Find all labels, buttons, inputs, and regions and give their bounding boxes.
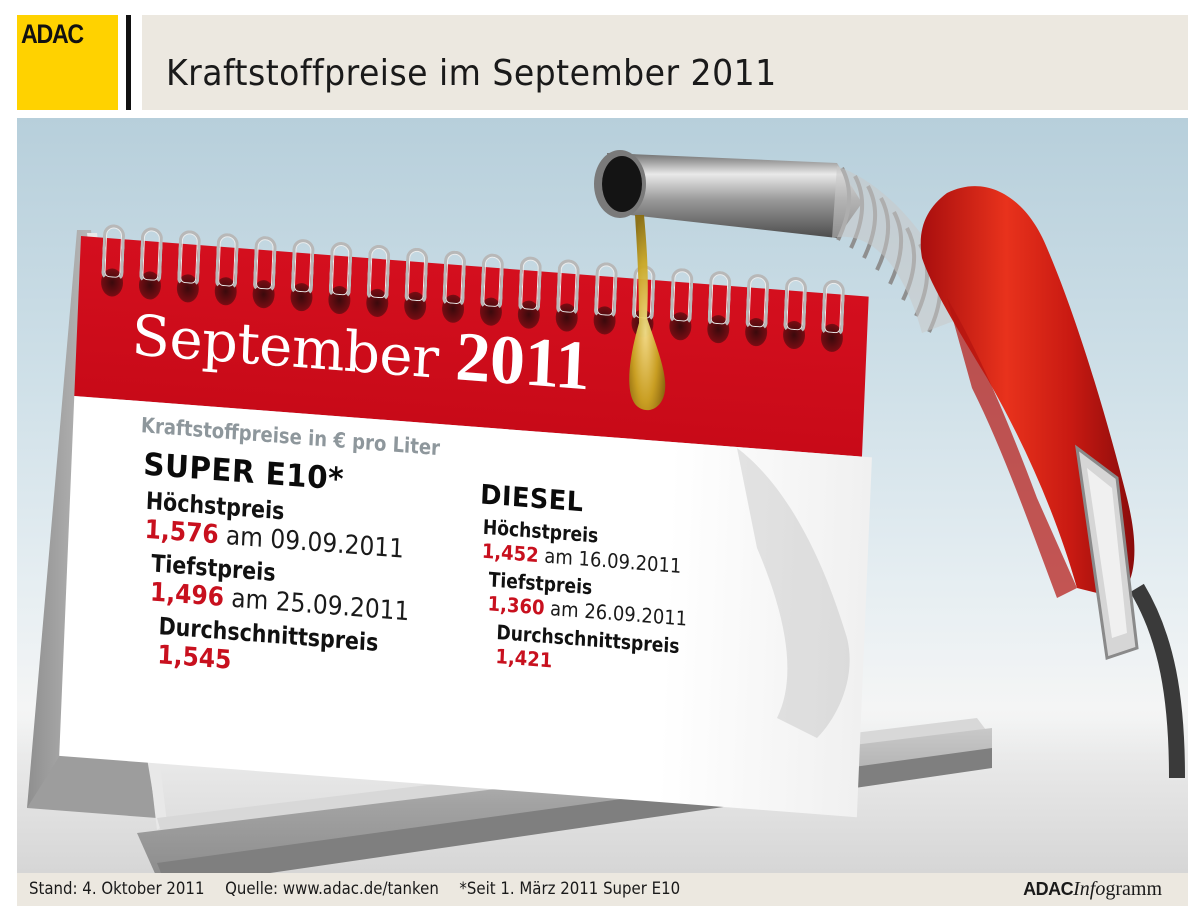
footer-info: Stand: 4. Oktober 2011 Quelle: www.adac.…: [29, 879, 696, 899]
title-banner: Kraftstoffpreise im September 2011: [142, 15, 1188, 110]
adac-infogramm-brand: ADACInfogramm: [1023, 878, 1162, 901]
header-divider: [126, 15, 131, 110]
footer-stand: Stand: 4. Oktober 2011: [29, 879, 205, 899]
footer-note: *Seit 1. März 2011 Super E10: [459, 879, 681, 899]
illustration-panel: September 2011 Kraftstoffpreise in € pro…: [17, 118, 1188, 873]
adac-logo-text: ADAC: [21, 19, 84, 49]
page-title: Kraftstoffpreise im September 2011: [166, 53, 777, 94]
fuel-nozzle-icon: [594, 150, 1185, 779]
footer-source: Quelle: www.adac.de/tanken: [225, 879, 439, 899]
brand-info: Info: [1073, 878, 1106, 900]
brand-adac: ADAC: [1023, 879, 1074, 899]
adac-logo: ADAC: [17, 15, 118, 110]
footer-bar: Stand: 4. Oktober 2011 Quelle: www.adac.…: [17, 873, 1188, 906]
brand-gramm: gramm: [1105, 878, 1162, 900]
